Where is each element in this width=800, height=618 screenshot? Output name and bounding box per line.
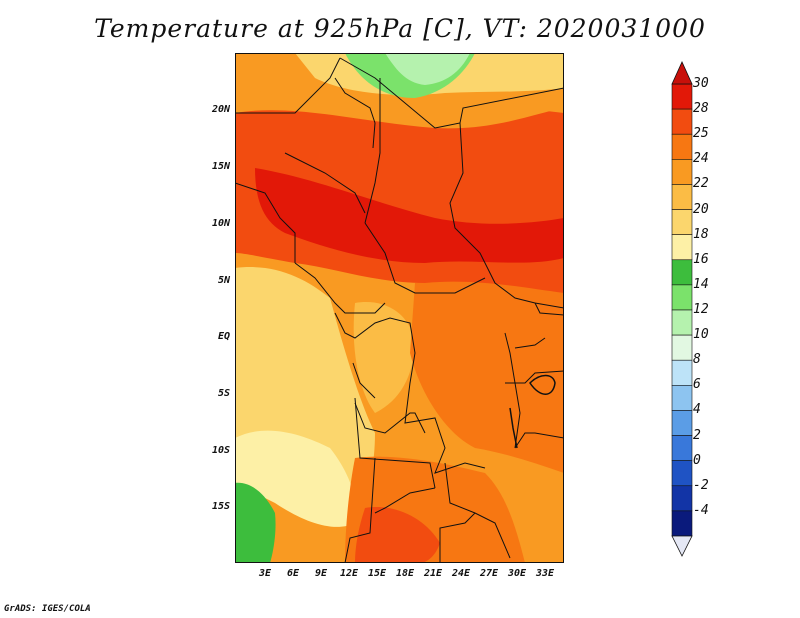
- lat-tick-10s: 10S: [211, 445, 230, 456]
- colorbar-box: [671, 385, 693, 411]
- field-congo-light: [353, 302, 415, 413]
- colorbar-box: [671, 133, 693, 160]
- colorbar-label: 10: [693, 327, 709, 343]
- colorbar-label: 25: [693, 126, 709, 142]
- colorbar-box: [671, 334, 693, 361]
- colorbar-label: 22: [693, 176, 709, 192]
- credit-text: GrADS: IGES/COLA: [4, 604, 91, 614]
- lon-tick-12e: 12E: [339, 568, 359, 579]
- lon-tick-30e: 30E: [507, 568, 527, 579]
- colorbar-box: [671, 460, 693, 487]
- colorbar-box: [671, 209, 693, 235]
- lon-tick-9e: 9E: [314, 568, 328, 579]
- lon-tick-6e: 6E: [286, 568, 300, 579]
- colorbar-label: 14: [693, 276, 709, 292]
- lon-tick-33e: 33E: [535, 568, 555, 579]
- field-north-lightgreen: [385, 53, 470, 85]
- lat-tick-15n: 15N: [211, 161, 230, 172]
- lon-tick-24e: 24E: [451, 568, 471, 579]
- field-green-sw: [235, 482, 276, 563]
- country-boundaries: [235, 57, 564, 563]
- colorbar-box: [671, 284, 693, 311]
- colorbar-box: [671, 435, 693, 461]
- lat-tick-20n: 20N: [211, 104, 230, 115]
- colorbar-label: 4: [693, 402, 701, 418]
- colorbar-label: 28: [693, 101, 709, 117]
- colorbar-box: [671, 309, 693, 336]
- colorbar-label: -2: [693, 477, 709, 493]
- field-east-orange: [410, 278, 564, 473]
- lon-tick-15e: 15E: [367, 568, 387, 579]
- lat-tick-eq: EQ: [217, 331, 230, 342]
- colorbar-label: 8: [693, 352, 701, 368]
- colorbar-box: [671, 510, 693, 537]
- lon-tick-18e: 18E: [395, 568, 415, 579]
- colorbar-label: 2: [693, 427, 701, 443]
- lat-tick-15s: 15S: [211, 501, 230, 512]
- colorbar-label: -4: [693, 502, 709, 518]
- colorbar-box: [671, 184, 693, 210]
- lat-tick-5s: 5S: [217, 388, 230, 399]
- lon-tick-3e: 3E: [258, 568, 272, 579]
- temperature-map: [235, 53, 564, 563]
- map-frame: [235, 53, 564, 563]
- colorbar-label: 16: [693, 251, 709, 267]
- colorbar-label: 0: [693, 452, 701, 468]
- colorbar-box: [671, 359, 693, 386]
- field-lightest-ocean: [235, 430, 357, 527]
- colorbar-label: 18: [693, 226, 709, 242]
- colorbar-label: 24: [693, 151, 709, 167]
- chart-title: Temperature at 925hPa [C], VT: 202003100…: [94, 14, 706, 43]
- colorbar-label: 20: [693, 201, 709, 217]
- lakes: [509, 374, 556, 449]
- lon-tick-27e: 27E: [479, 568, 499, 579]
- lat-tick-10n: 10N: [211, 218, 230, 229]
- colorbar-box: [671, 410, 693, 436]
- colorbar-box: [671, 234, 693, 261]
- colorbar-box: [671, 83, 693, 110]
- colorbar: [671, 61, 693, 557]
- colorbar-box: [671, 259, 693, 286]
- colorbar-box: [671, 108, 693, 135]
- colorbar-label: 6: [693, 377, 701, 393]
- lat-tick-5n: 5N: [217, 275, 230, 286]
- colorbar-under-triangle: [671, 535, 693, 557]
- colorbar-label: 30: [693, 76, 709, 91]
- colorbar-box: [671, 485, 693, 512]
- colorbar-box: [671, 159, 693, 185]
- colorbar-label: 12: [693, 302, 709, 317]
- field-south-red: [355, 507, 440, 563]
- field-north-hot-core: [255, 168, 564, 263]
- lon-tick-21e: 21E: [423, 568, 443, 579]
- colorbar-over-triangle: [671, 61, 693, 85]
